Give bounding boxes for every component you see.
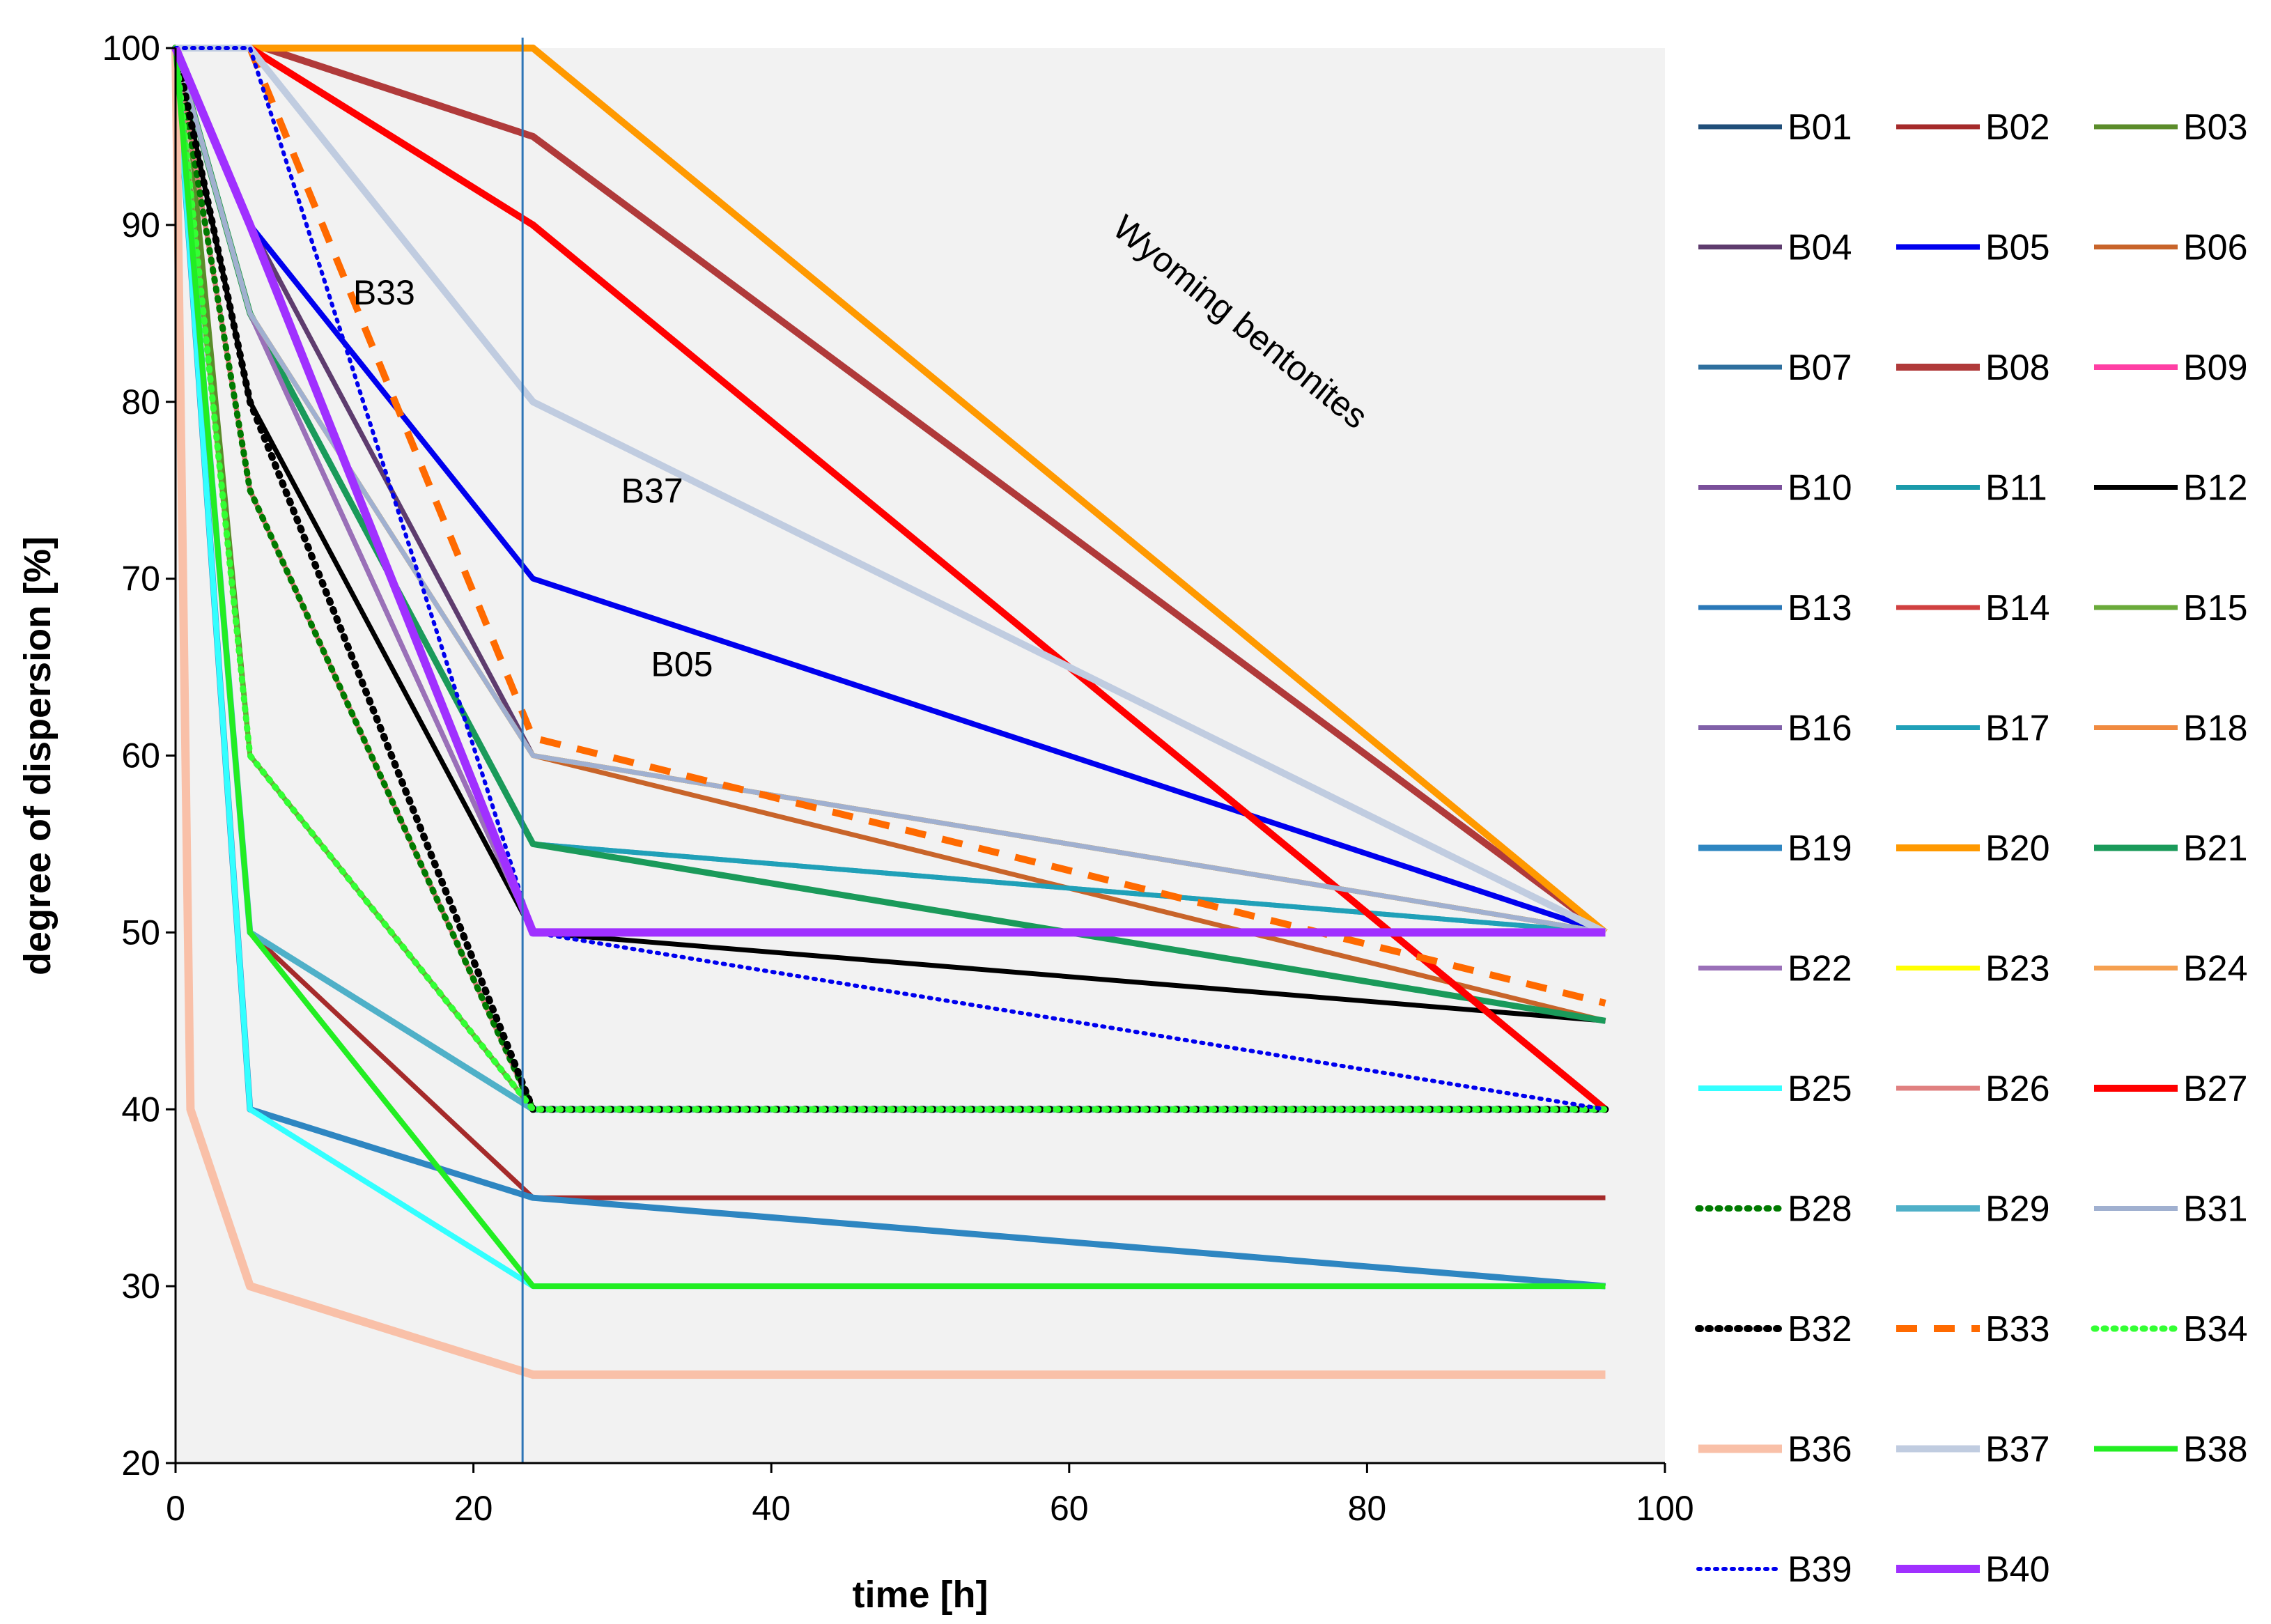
x-axis-title: time [h] xyxy=(853,1574,989,1616)
x-tick-label: 80 xyxy=(1348,1489,1387,1528)
series-line-b33 xyxy=(176,45,1606,1007)
legend-label-b05: B05 xyxy=(1985,228,2050,268)
x-tick-label: 20 xyxy=(454,1489,493,1528)
series-group xyxy=(171,45,1609,1379)
y-axis-title: degree of dispersion [%] xyxy=(17,536,59,975)
legend-label-b03: B03 xyxy=(2183,107,2248,148)
y-tick-label: 90 xyxy=(121,206,160,245)
legend-label-b27: B27 xyxy=(2183,1069,2248,1109)
legend-label-b39: B39 xyxy=(1788,1549,1852,1590)
y-tick-label: 40 xyxy=(121,1090,160,1129)
y-tick-label: 60 xyxy=(121,736,160,775)
legend-label-b19: B19 xyxy=(1788,828,1852,869)
y-tick-label: 100 xyxy=(102,29,160,68)
legend-label-b24: B24 xyxy=(2183,949,2248,989)
legend-label-b07: B07 xyxy=(1788,348,1852,388)
y-tick-label: 70 xyxy=(121,559,160,598)
legend-label-b37: B37 xyxy=(1985,1430,2050,1470)
legend-label-b20: B20 xyxy=(1985,828,2050,869)
legend-label-b26: B26 xyxy=(1985,1069,2050,1109)
series-line-b34 xyxy=(172,45,1609,1113)
series-line-b20 xyxy=(176,45,1608,936)
legend-label-b36: B36 xyxy=(1788,1430,1852,1470)
legend-label-b34: B34 xyxy=(2183,1309,2248,1350)
y-tick-label: 20 xyxy=(121,1444,160,1483)
x-tick-label: 100 xyxy=(1636,1489,1693,1528)
legend-label-b29: B29 xyxy=(1985,1189,2050,1230)
legend-label-b14: B14 xyxy=(1985,588,2050,628)
legend: B01 B02 B03 B04 B05 B06 B07 B08 B09 B10 B11 B12 B13 B… xyxy=(1695,107,2248,1590)
legend-label-b15: B15 xyxy=(2183,588,2248,628)
x-tick-label: 40 xyxy=(752,1489,791,1528)
legend-label-b01: B01 xyxy=(1788,107,1852,148)
annotation-label: B37 xyxy=(621,471,683,510)
legend-label-b38: B38 xyxy=(2183,1430,2248,1470)
legend-label-b25: B25 xyxy=(1788,1069,1852,1109)
x-tick-label: 0 xyxy=(166,1489,185,1528)
legend-label-b21: B21 xyxy=(2183,828,2248,869)
legend-label-b11: B11 xyxy=(1985,468,2047,509)
legend-label-b31: B31 xyxy=(2183,1189,2248,1230)
legend-label-b16: B16 xyxy=(1788,709,1852,749)
legend-label-b10: B10 xyxy=(1788,468,1852,509)
y-tick-label: 50 xyxy=(121,913,160,952)
legend-label-b33: B33 xyxy=(1985,1309,2050,1350)
series-line-b31 xyxy=(173,47,1606,935)
y-tick-label: 30 xyxy=(121,1267,160,1306)
legend-label-b08: B08 xyxy=(1985,348,2050,388)
series-line-b36 xyxy=(171,47,1606,1379)
series-line-b39 xyxy=(173,46,1608,1112)
series-line-b38 xyxy=(173,47,1606,1290)
legend-label-b02: B02 xyxy=(1985,107,2050,148)
legend-label-b12: B12 xyxy=(2183,468,2248,509)
legend-label-b18: B18 xyxy=(2183,709,2248,749)
legend-label-b09: B09 xyxy=(2183,348,2248,388)
legend-label-b13: B13 xyxy=(1788,588,1852,628)
legend-label-b32: B32 xyxy=(1788,1309,1852,1350)
annotation-label: B33 xyxy=(353,273,415,312)
legend-label-b22: B22 xyxy=(1788,949,1852,989)
series-line-b40 xyxy=(171,46,1606,937)
legend-label-b23: B23 xyxy=(1985,949,2050,989)
plot-area-background xyxy=(176,48,1665,1463)
legend-label-b28: B28 xyxy=(1788,1189,1852,1230)
legend-label-b06: B06 xyxy=(2183,228,2248,268)
annotation-label: B05 xyxy=(651,644,713,683)
legend-label-b17: B17 xyxy=(1985,709,2050,749)
legend-label-b40: B40 xyxy=(1985,1549,2050,1590)
x-tick-label: 60 xyxy=(1050,1489,1089,1528)
legend-label-b04: B04 xyxy=(1788,228,1852,268)
y-tick-label: 80 xyxy=(121,382,160,422)
